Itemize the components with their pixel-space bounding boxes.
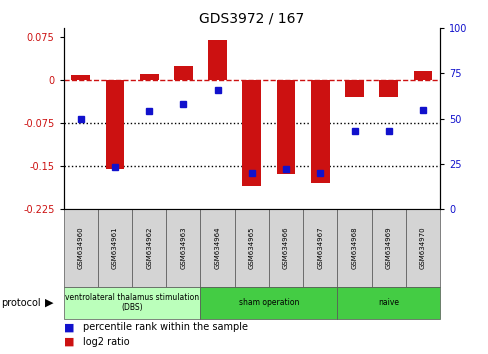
- FancyBboxPatch shape: [337, 209, 371, 287]
- Bar: [276, 80, 295, 175]
- Bar: [174, 65, 192, 80]
- Text: GSM634969: GSM634969: [385, 227, 391, 269]
- Text: log2 ratio: log2 ratio: [83, 337, 129, 347]
- FancyBboxPatch shape: [303, 209, 337, 287]
- FancyBboxPatch shape: [63, 287, 200, 319]
- Bar: [242, 80, 261, 186]
- Text: GSM634961: GSM634961: [112, 227, 118, 269]
- FancyBboxPatch shape: [98, 209, 132, 287]
- Bar: [105, 80, 124, 169]
- Text: percentile rank within the sample: percentile rank within the sample: [83, 322, 247, 332]
- FancyBboxPatch shape: [234, 209, 268, 287]
- Text: GSM634962: GSM634962: [146, 227, 152, 269]
- Bar: [140, 74, 158, 80]
- Bar: [345, 80, 363, 97]
- Text: GSM634960: GSM634960: [78, 227, 83, 269]
- Text: GSM634963: GSM634963: [180, 227, 186, 269]
- Bar: [208, 40, 226, 80]
- Text: GSM634966: GSM634966: [283, 227, 288, 269]
- Text: ventrolateral thalamus stimulation
(DBS): ventrolateral thalamus stimulation (DBS): [65, 293, 199, 312]
- FancyBboxPatch shape: [371, 209, 405, 287]
- Bar: [310, 80, 329, 183]
- Text: ▶: ▶: [45, 298, 53, 308]
- Text: sham operation: sham operation: [238, 298, 299, 307]
- Title: GDS3972 / 167: GDS3972 / 167: [199, 12, 304, 26]
- FancyBboxPatch shape: [166, 209, 200, 287]
- Bar: [71, 75, 90, 80]
- FancyBboxPatch shape: [132, 209, 166, 287]
- Text: protocol: protocol: [1, 298, 41, 308]
- Text: ■: ■: [63, 322, 74, 332]
- Text: ■: ■: [63, 337, 74, 347]
- FancyBboxPatch shape: [268, 209, 303, 287]
- FancyBboxPatch shape: [63, 209, 98, 287]
- Text: naive: naive: [378, 298, 398, 307]
- FancyBboxPatch shape: [405, 209, 439, 287]
- Text: GSM634964: GSM634964: [214, 227, 220, 269]
- Text: GSM634967: GSM634967: [317, 227, 323, 269]
- FancyBboxPatch shape: [200, 287, 337, 319]
- Bar: [379, 80, 397, 97]
- Text: GSM634970: GSM634970: [419, 227, 425, 269]
- FancyBboxPatch shape: [337, 287, 439, 319]
- FancyBboxPatch shape: [200, 209, 234, 287]
- Bar: [413, 71, 431, 80]
- Text: GSM634965: GSM634965: [248, 227, 254, 269]
- Text: GSM634968: GSM634968: [351, 227, 357, 269]
